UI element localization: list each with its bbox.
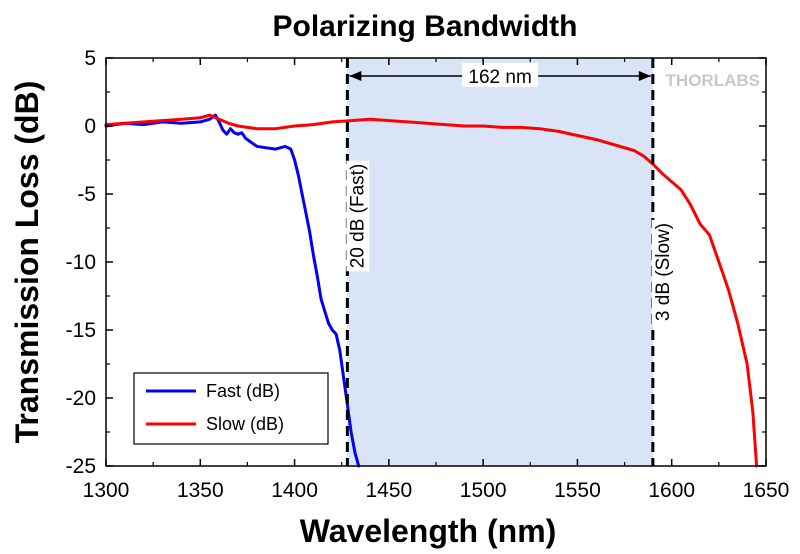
legend-label-slow: Slow (dB): [206, 414, 284, 434]
marker-label-background: [651, 219, 675, 325]
span-label: 162 nm: [468, 67, 531, 88]
x-axis-label: Wavelength (nm): [300, 513, 557, 549]
marker-label-1: 20 dB (Fast): [347, 164, 368, 269]
bandwidth-span-region: [347, 58, 653, 466]
span-arrow-head-left: [349, 71, 362, 81]
y-tick-label: -5: [77, 183, 96, 206]
y-tick-label: -20: [66, 387, 96, 410]
y-axis-label: Transmission Loss (dB): [9, 81, 45, 444]
legend-box: [133, 372, 329, 445]
x-tick-label: 1450: [365, 479, 412, 502]
series-line-slow: [104, 113, 759, 468]
x-tick-label: 1500: [460, 479, 507, 502]
series-layer: [104, 113, 759, 468]
span-label-background: [462, 63, 539, 87]
span-arrow-head-right: [638, 71, 651, 81]
tick-layer: 1300 1350 1400 1450 1500 1550 1600 1650 5 0 -5 -10 -…: [66, 47, 790, 502]
chart-title: Polarizing Bandwidth: [273, 10, 578, 43]
x-tick-label: 1550: [554, 479, 601, 502]
marker-label-2: 3 dB (Slow): [653, 223, 674, 321]
x-tick-label: 1300: [83, 479, 130, 502]
legend-label-fast: Fast (dB): [206, 381, 280, 401]
y-tick-label: 0: [84, 115, 96, 138]
y-tick-label: -15: [66, 319, 96, 342]
y-tick-label: -25: [66, 455, 96, 478]
x-tick-label: 1600: [648, 479, 695, 502]
marker-label-background: [346, 160, 370, 272]
y-tick-label: -10: [66, 251, 96, 274]
y-tick-label: 5: [84, 47, 96, 70]
legend: Fast (dB) Slow (dB): [133, 372, 329, 445]
x-tick-label: 1650: [743, 479, 790, 502]
x-tick-label: 1350: [177, 479, 224, 502]
span-annotation: 162 nm: [349, 63, 651, 88]
marker-layer: 20 dB (Fast) 3 dB (Slow): [345, 58, 675, 466]
x-tick-label: 1400: [271, 479, 318, 502]
thorlabs-watermark: THORLABS: [666, 71, 760, 90]
